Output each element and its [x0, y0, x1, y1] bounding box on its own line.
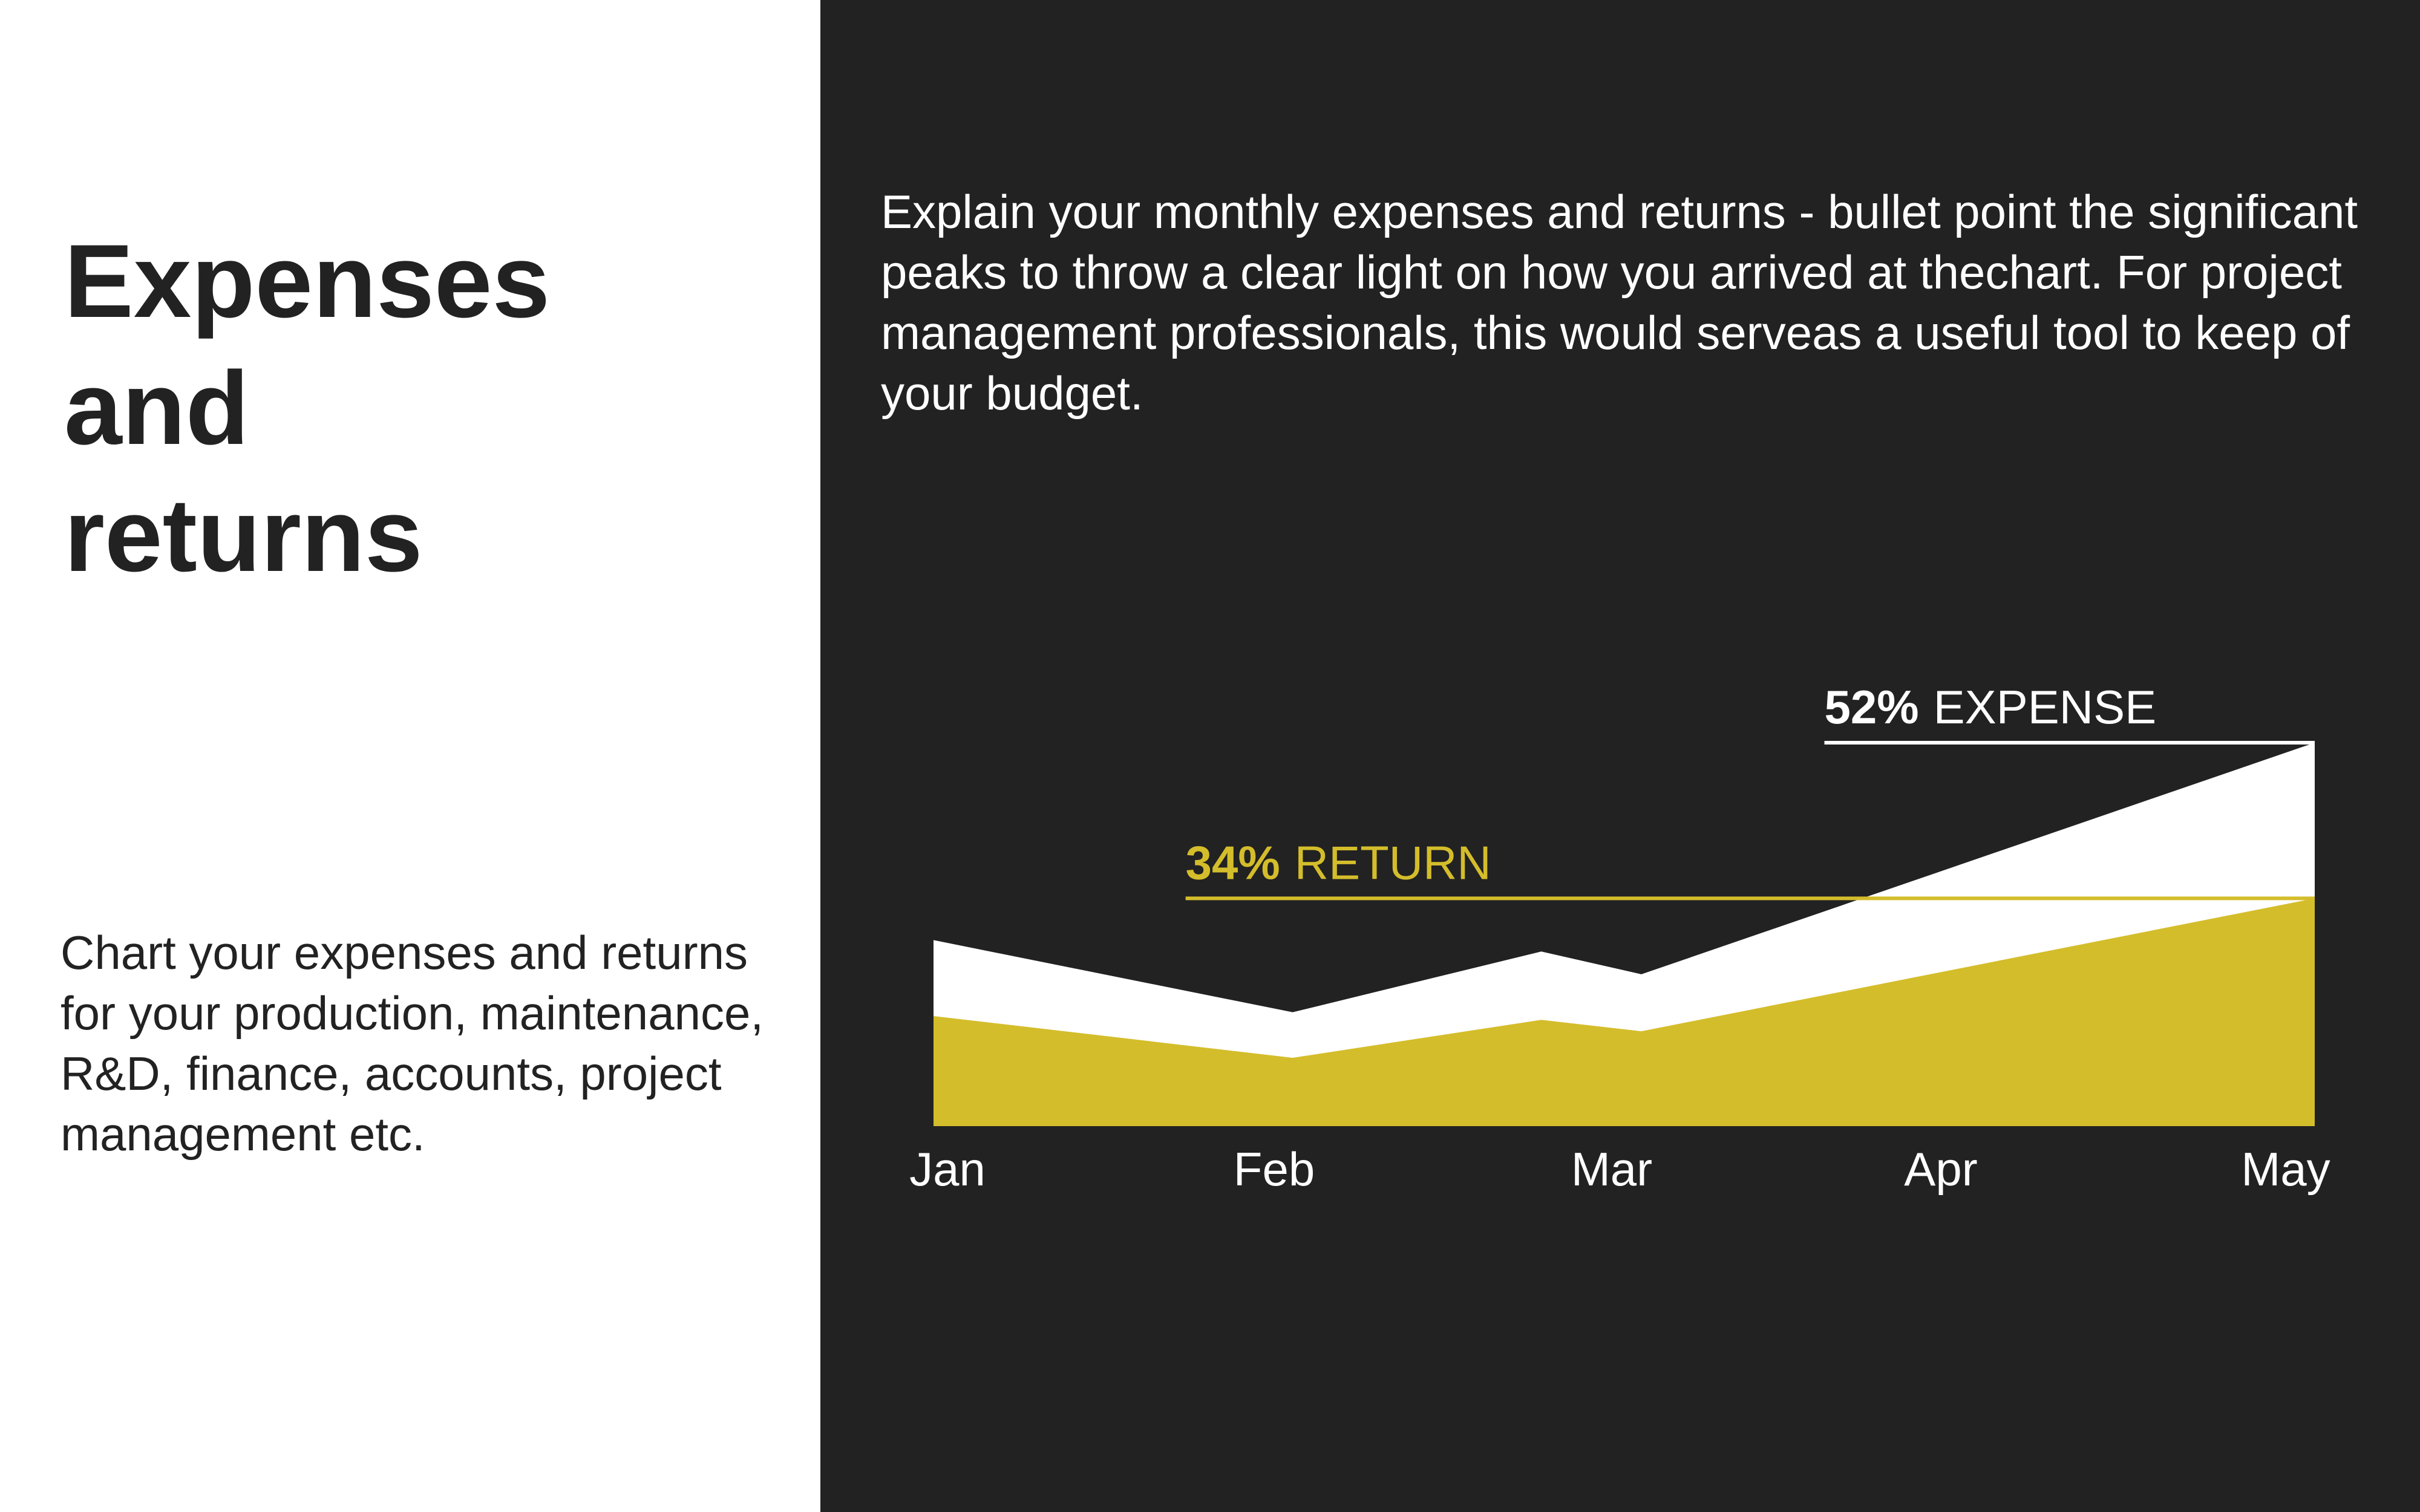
annotation-percent-return: 34%: [1186, 836, 1280, 889]
chart-description: Explain your monthly expenses and return…: [881, 185, 2358, 420]
left-panel: Expenses and returns Chart your expenses…: [0, 0, 820, 1512]
annotation-text-expense: EXPENSE: [1934, 680, 2156, 734]
x-tick-label-jan: Jan: [909, 1142, 986, 1196]
annotation-percent-expense: 52%: [1825, 680, 1919, 734]
x-tick-label-feb: Feb: [1234, 1142, 1315, 1196]
annotation-label-expense: 52% EXPENSE: [1825, 680, 2157, 734]
x-tick-label-may: May: [2241, 1142, 2330, 1196]
annotation-label-return: 34% RETURN: [1186, 836, 1491, 889]
slide-subtitle: Chart your expenses and returns for your…: [60, 926, 764, 1161]
annotation-text-return: RETURN: [1295, 836, 1491, 889]
right-panel: Explain your monthly expenses and return…: [820, 0, 2420, 1512]
x-tick-label-apr: Apr: [1904, 1142, 1977, 1196]
area-return: [934, 898, 2315, 1126]
x-tick-label-mar: Mar: [1571, 1142, 1652, 1196]
slide-title: Expenses and returns: [64, 223, 551, 593]
